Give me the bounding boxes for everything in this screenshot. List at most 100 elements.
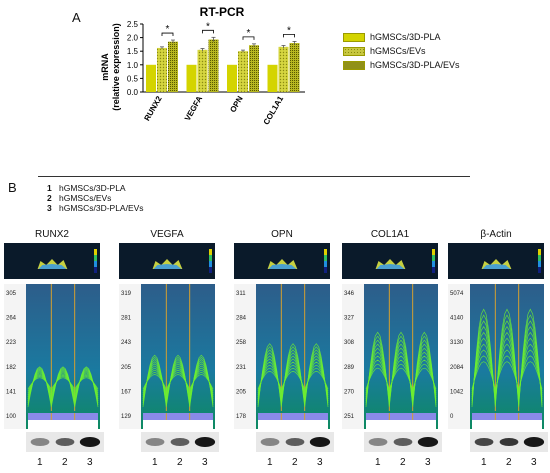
- significance-bracket: [202, 29, 214, 34]
- y-tick-label: 1.0: [127, 61, 139, 70]
- lane-number: 1: [375, 457, 381, 468]
- blot-axis-tick-label: 4140: [450, 316, 464, 322]
- western-blot-band-strip: [470, 432, 548, 452]
- blot-axis-tick-label: 243: [121, 340, 132, 346]
- bar: [227, 64, 237, 92]
- legend-swatch: [343, 60, 365, 70]
- panel-letter-b: B: [8, 180, 17, 195]
- bar: [249, 45, 259, 92]
- blot-densitometry-plot: 346 327 308 289 270 251: [342, 284, 438, 429]
- legend-item: hGMSCs/3D-PLA: [343, 30, 460, 44]
- legend-swatch: [343, 32, 365, 42]
- lane-number: 3: [316, 457, 323, 468]
- blot-axis-tick-label: 167: [121, 389, 132, 395]
- bar: [289, 43, 300, 92]
- lane-number: 3: [530, 457, 537, 468]
- blot-densitometry-plot: 319 281 243 205 167 129: [119, 284, 215, 429]
- blot-axis-tick-label: 129: [121, 414, 132, 420]
- blot-axis-tick-label: 5074: [450, 291, 464, 297]
- y-tick-label: 1.5: [127, 47, 139, 56]
- chart-legend: hGMSCs/3D-PLA hGMSCs/EVs hGMSCs/3D-PLA/E…: [343, 30, 460, 72]
- blot-axis-tick-label: 1042: [450, 389, 464, 395]
- blot-axis-tick-label: 205: [121, 365, 132, 371]
- blot-axis-tick-label: 100: [6, 414, 17, 420]
- bar: [157, 47, 167, 92]
- lane-number: 3: [424, 457, 431, 468]
- y-tick-label: 0.5: [127, 74, 139, 83]
- blot-axis-tick-label: 327: [344, 316, 355, 322]
- blot-protein-label: RUNX2: [35, 229, 69, 240]
- legend-item: hGMSCs/EVs: [343, 44, 460, 58]
- significance-marker: *: [247, 28, 251, 39]
- blot-3d-surface-thumbnail: [342, 243, 438, 279]
- rt-pcr-bar-chart: RT-PCR 0.00.51.01.52.02.5 * ** * RUNX2 VEGF…: [100, 5, 305, 126]
- significance-bracket: [283, 34, 295, 38]
- y-axis-label-line2: (relative expression): [111, 23, 121, 111]
- western-blot-band-strip: [364, 432, 442, 452]
- blot-axis-tick-label: 305: [6, 291, 17, 297]
- lane-number: 2: [292, 457, 298, 468]
- lane-number: 2: [400, 457, 406, 468]
- bar: [238, 51, 248, 92]
- significance-marker: *: [287, 25, 291, 36]
- blot-axis-tick-label: 289: [344, 365, 355, 371]
- chart-title: RT-PCR: [200, 5, 245, 19]
- blot-axis-tick-label: 2084: [450, 365, 464, 371]
- y-axis-label-line1: mRNA: [100, 53, 110, 81]
- lane-key: 1 hGMSCs/3D-PLA 2 hGMSCs/EVs 3 hGMSCs/3D-PL…: [47, 183, 144, 213]
- bar: [267, 64, 278, 92]
- lane-number: 2: [506, 457, 512, 468]
- y-tick-label: 2.5: [127, 20, 139, 29]
- blot-3d-surface-thumbnail: [234, 243, 330, 279]
- blot-axis-tick-label: 141: [6, 389, 17, 395]
- lane-key-item: 2 hGMSCs/EVs: [47, 193, 112, 203]
- bar: [186, 64, 197, 92]
- lane-number: 1: [267, 457, 273, 468]
- significance-bracket: [161, 32, 174, 37]
- blot-axis-tick-label: 281: [121, 316, 132, 322]
- blot-protein-label: β-Actin: [480, 229, 512, 240]
- significance-marker: *: [206, 21, 210, 32]
- blot-axis-tick-label: 182: [6, 365, 17, 371]
- lane-number: 2: [62, 457, 68, 468]
- legend-swatch: [343, 46, 365, 56]
- blot-axis-tick-label: 346: [344, 291, 355, 297]
- blot-axis-tick-label: 231: [236, 365, 247, 371]
- blot-protein-label: VEGFA: [150, 229, 184, 240]
- blot-3d-surface-thumbnail: [448, 243, 544, 279]
- blot-densitometry-plot: 311 284 258 231 205 178: [234, 284, 330, 429]
- lane-number: 1: [481, 457, 487, 468]
- y-tick-label: 0.0: [127, 88, 139, 97]
- western-blot-band-strip: [141, 432, 219, 452]
- blot-axis-tick-label: 0: [450, 414, 454, 420]
- legend-label: hGMSCs/3D-PLA: [370, 32, 441, 42]
- blot-axis-tick-label: 178: [236, 414, 247, 420]
- blot-axis-tick-label: 205: [236, 389, 247, 395]
- panel-letter-a: A: [72, 10, 81, 25]
- bar: [278, 46, 289, 92]
- y-tick-label: 2.0: [127, 34, 139, 43]
- blot-protein-label: COL1A1: [370, 229, 410, 240]
- blot-axis-tick-label: 270: [344, 389, 355, 395]
- western-blot-band-strip: [26, 432, 104, 452]
- legend-item: hGMSCs/3D-PLA/EVs: [343, 58, 460, 72]
- blot-densitometry-plot: 5074 4140 3130 2084 1042 0: [448, 284, 544, 429]
- chart-bars: * * * *: [146, 21, 300, 92]
- panel-divider: [38, 176, 470, 177]
- blot-axis-tick-label: 284: [236, 316, 247, 322]
- lane-number: 1: [152, 457, 158, 468]
- western-blot-band-strip: [256, 432, 334, 452]
- lane-number: 3: [201, 457, 208, 468]
- lane-key-item: 1 hGMSCs/3D-PLA: [47, 183, 126, 193]
- legend-label: hGMSCs/EVs: [370, 46, 426, 56]
- lane-key-item: 3 hGMSCs/3D-PLA/EVs: [47, 203, 144, 213]
- legend-label: hGMSCs/3D-PLA/EVs: [370, 60, 460, 70]
- lane-number: 3: [86, 457, 93, 468]
- bar: [208, 39, 219, 92]
- bar: [146, 64, 156, 92]
- significance-marker: *: [166, 24, 170, 35]
- lane-number: 1: [37, 457, 43, 468]
- blot-axis-tick-label: 258: [236, 340, 247, 346]
- blot-axis-tick-label: 264: [6, 316, 17, 322]
